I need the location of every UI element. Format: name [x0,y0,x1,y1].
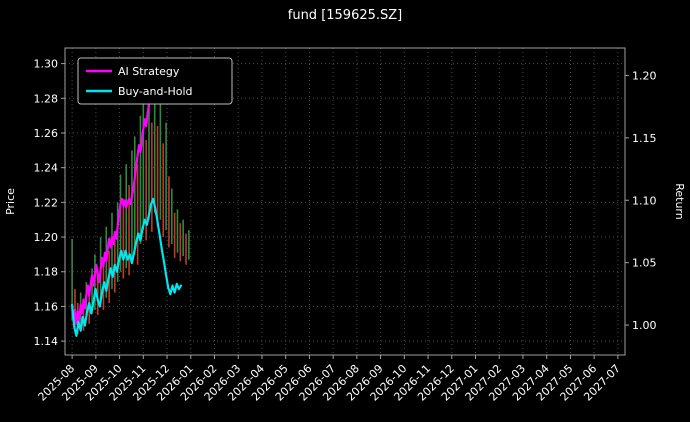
axis-label-price: Price [4,188,17,215]
y-tick-label-right: 1.00 [632,319,657,332]
series-line-buy-and-hold [70,197,183,337]
series-line-ai-strategy [70,88,155,325]
y-tick-label-right: 1.10 [632,194,657,207]
y-tick-label-left: 1.18 [34,266,59,279]
legend-label: Buy-and-Hold [118,85,193,98]
y-tick-label-left: 1.30 [34,58,59,71]
y-tick-label-right: 1.05 [632,257,657,270]
y-tick-label-left: 1.26 [34,127,59,140]
y-tick-label-left: 1.28 [34,92,59,105]
y-tick-label-right: 1.20 [632,69,657,82]
y-tick-label-left: 1.24 [34,162,59,175]
y-tick-label-right: 1.15 [632,132,657,145]
plot-border [64,47,626,356]
chart-title: fund [159625.SZ] [287,8,403,23]
y-tick-label-left: 1.16 [34,300,59,313]
y-tick-label-left: 1.20 [34,231,59,244]
axis-label-return: Return [673,183,686,220]
legend-box [77,57,233,105]
legend-label: AI Strategy [118,65,180,78]
y-tick-label-left: 1.14 [34,335,59,348]
y-tick-label-left: 1.22 [34,196,59,209]
